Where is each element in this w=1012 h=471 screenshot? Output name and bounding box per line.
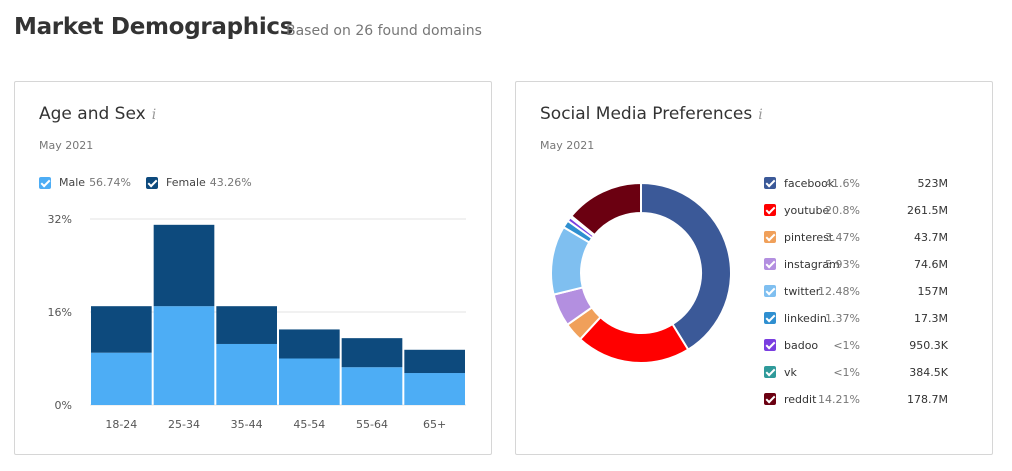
x-tick-label: 25-34 <box>168 418 200 431</box>
social-row-youtube[interactable]: youtube 20.8% 261.5M <box>764 202 964 218</box>
social-media-title-text: Social Media Preferences <box>540 104 753 124</box>
info-icon[interactable]: i <box>758 107 763 123</box>
donut-slice-youtube[interactable] <box>578 315 690 364</box>
female-checkbox[interactable] <box>146 176 158 189</box>
x-tick-label: 45-54 <box>293 418 325 431</box>
social-name: instagram <box>784 257 840 271</box>
bar-female[interactable] <box>216 306 277 344</box>
social-row-linkedin[interactable]: linkedin 1.37% 17.3M <box>764 310 964 326</box>
social-media-card: Social Media Preferences i May 2021 faceb… <box>515 81 993 455</box>
checkbox[interactable] <box>764 339 776 351</box>
age-sex-date: May 2021 <box>39 139 94 152</box>
social-pct: 20.8% <box>825 203 860 217</box>
x-tick-label: 35-44 <box>231 418 263 431</box>
social-pct: 12.48% <box>818 284 860 298</box>
legend-male-pct: 56.74% <box>89 176 132 189</box>
legend-female[interactable]: Female 43.26% <box>146 176 252 189</box>
donut-slice-reddit[interactable] <box>569 181 642 237</box>
social-value: 157M <box>917 284 949 298</box>
social-pct: 14.21% <box>818 392 860 406</box>
social-name: reddit <box>784 392 817 406</box>
checkbox[interactable] <box>764 177 776 189</box>
social-name: linkedin <box>784 311 827 325</box>
bar-female[interactable] <box>341 338 403 368</box>
social-value: 43.7M <box>914 230 948 244</box>
bar-male[interactable] <box>341 367 403 405</box>
page-title: Market Demographics <box>14 14 294 40</box>
info-icon[interactable]: i <box>151 107 157 123</box>
social-pct: 3.47% <box>825 230 860 244</box>
social-pct: <1% <box>833 338 860 352</box>
social-pct: 5.93% <box>825 257 860 271</box>
male-checkbox[interactable] <box>39 176 51 189</box>
social-row-facebook[interactable]: facebook 41.6% 523M <box>764 175 964 191</box>
bar-male[interactable] <box>91 352 152 405</box>
x-tick-label: 18-24 <box>105 418 137 431</box>
bar-male[interactable] <box>404 373 465 405</box>
legend-female-label: Female <box>166 176 206 189</box>
bar-male[interactable] <box>279 358 340 406</box>
social-row-reddit[interactable]: reddit 14.21% 178.7M <box>764 391 964 407</box>
social-media-date: May 2021 <box>540 139 595 152</box>
social-value: 384.5K <box>909 365 948 379</box>
x-tick-label: 65+ <box>423 418 446 431</box>
social-value: 261.5M <box>907 203 948 217</box>
social-name: vk <box>784 365 797 379</box>
checkbox[interactable] <box>764 312 776 324</box>
social-row-vk[interactable]: vk <1% 384.5K <box>764 364 964 380</box>
age-sex-title: Age and Sex i <box>39 104 156 124</box>
bar-female[interactable] <box>153 224 215 307</box>
legend-male[interactable]: Male 56.74% <box>39 176 131 189</box>
social-name: pinterest <box>784 230 834 244</box>
social-name: youtube <box>784 203 830 217</box>
checkbox[interactable] <box>764 258 776 270</box>
checkbox[interactable] <box>764 204 776 216</box>
social-media-title: Social Media Preferences i <box>540 104 763 124</box>
legend-female-pct: 43.26% <box>209 176 252 189</box>
social-pct: <1% <box>833 365 860 379</box>
x-tick-label: 55-64 <box>356 418 388 431</box>
social-pct: 1.37% <box>825 311 860 325</box>
y-tick-label: 0% <box>55 399 72 412</box>
donut-slice-facebook[interactable] <box>640 181 732 352</box>
bar-male[interactable] <box>153 306 215 405</box>
social-row-badoo[interactable]: badoo <1% 950.3K <box>764 337 964 353</box>
checkbox[interactable] <box>764 285 776 297</box>
page-subtitle: Based on 26 found domains <box>286 23 482 39</box>
legend-male-label: Male <box>59 176 86 189</box>
social-row-pinterest[interactable]: pinterest 3.47% 43.7M <box>764 229 964 245</box>
bar-female[interactable] <box>91 306 152 353</box>
checkbox[interactable] <box>764 393 776 405</box>
age-sex-bar-chart: 0% 16% 32% 18-24 25-34 35-44 45-54 55-64 65+ <box>48 213 466 431</box>
bar-male[interactable] <box>216 343 277 405</box>
social-row-instagram[interactable]: instagram 5.93% 74.6M <box>764 256 964 272</box>
checkbox[interactable] <box>764 366 776 378</box>
y-tick-label: 32% <box>48 213 72 226</box>
bar-female[interactable] <box>279 329 340 359</box>
social-value: 950.3K <box>909 338 948 352</box>
age-sex-card: Age and Sex i May 2021 Male 56.74% Female… <box>14 81 492 455</box>
age-sex-title-text: Age and Sex <box>39 104 146 124</box>
y-tick-label: 16% <box>48 306 72 319</box>
social-pct: 41.6% <box>825 176 860 190</box>
social-value: 17.3M <box>914 311 948 325</box>
social-name: badoo <box>784 338 819 352</box>
social-name: facebook <box>784 176 835 190</box>
bar-female[interactable] <box>404 349 465 374</box>
social-value: 523M <box>917 176 949 190</box>
social-value: 74.6M <box>914 257 948 271</box>
social-media-donut-chart <box>550 181 732 364</box>
social-value: 178.7M <box>907 392 948 406</box>
social-name: twitter <box>784 284 821 298</box>
social-row-twitter[interactable]: twitter 12.48% 157M <box>764 283 964 299</box>
checkbox[interactable] <box>764 231 776 243</box>
